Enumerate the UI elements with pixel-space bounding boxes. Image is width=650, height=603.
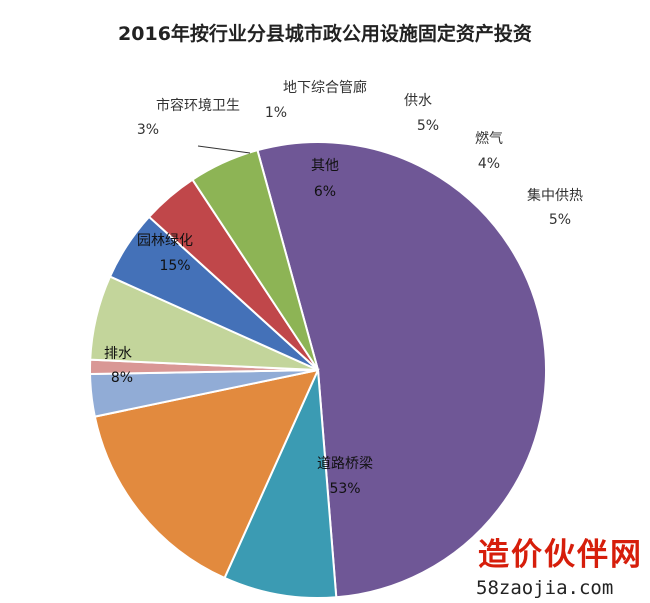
slice-percent-label-9: 5% [549,212,571,228]
pie-slices [88,141,547,599]
leader-line [197,145,251,154]
slice-percent-label-6: 6% [314,184,336,200]
chart-title: 2016年按行业分县城市政公用设施固定资产投资 [118,22,532,45]
pie-slice-3 [93,368,320,580]
slice-name-label-3: 园林绿化 [137,233,193,249]
slice-name-label-1: 道路桥梁 [317,456,373,472]
slice-percent-label-8: 4% [478,156,500,172]
slice-name-label-8: 燃气 [475,130,503,147]
slice-percent-label-2: 8% [111,370,133,386]
pie-slice-2 [223,369,338,599]
slice-name-label-5: 地下综合管廊 [283,79,367,96]
slice-percent-label-3: 15% [159,258,190,274]
slice-name-label-4: 市容环境卫生 [156,97,240,114]
slice-percent-label-1: 53% [329,481,360,497]
slice-name-label-6: 其他 [311,158,339,174]
slice-name-label-9: 集中供热 [527,187,583,204]
pie-slice-9 [191,148,319,371]
slice-percent-label-4: 3% [137,122,159,138]
pie-slice-1 [256,141,547,599]
slice-name-label-7: 供水 [404,93,432,109]
slice-name-label-2: 排水 [104,346,132,362]
pie-labels: 道路桥梁 53% 排水 8% 园林绿化 15% 市容环境卫生 3% 地下综合管廊 1% 其他 6% 供水… [104,79,583,497]
slice-percent-label-5: 1% [265,105,287,121]
watermark-brand: 造价伙伴网 [478,537,643,573]
slice-percent-label-7: 5% [417,118,439,134]
watermark-domain: 58zaojia.com [476,577,613,599]
